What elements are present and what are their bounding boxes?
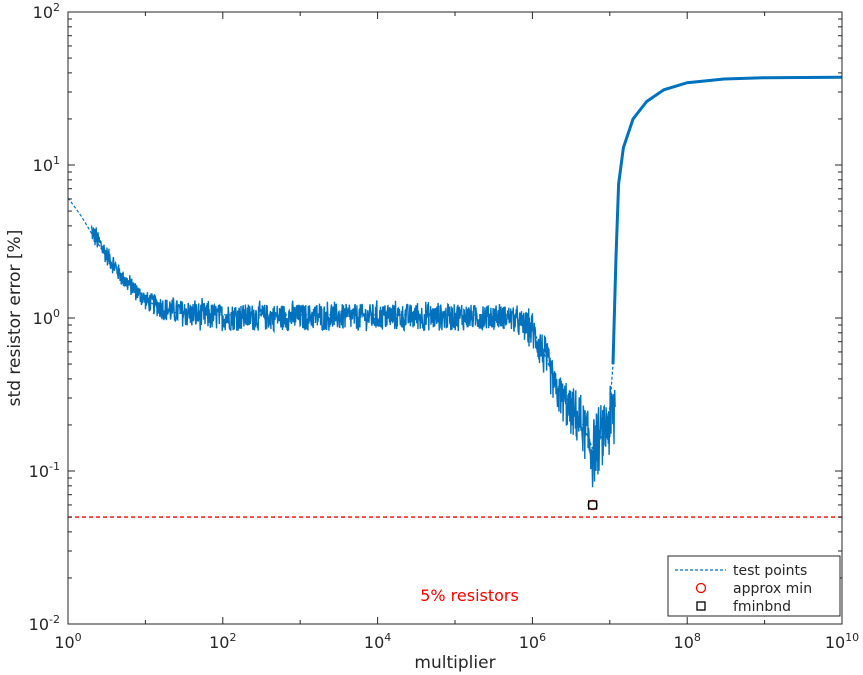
test-points-noise: [90, 224, 616, 488]
series-group: [67, 75, 843, 450]
fminbnd-marker: [587, 500, 598, 510]
y-tick-label: 101: [33, 154, 60, 175]
test-points-line-rise: [611, 75, 843, 365]
x-tick-label: 1010: [825, 631, 859, 652]
y-tick-label: 10-2: [29, 613, 60, 634]
legend-label: approx min: [733, 581, 812, 597]
x-axis: 100 102 104 106 108 1010: [54, 12, 859, 652]
y-axis-label: std resistor error [%]: [5, 230, 25, 407]
legend-label: fminbnd: [733, 599, 791, 615]
y-axis: 10-2 10-1 100 101 102: [29, 1, 842, 634]
legend: test points approx min fminbnd: [667, 555, 841, 617]
x-tick-label: 100: [54, 631, 81, 652]
noise-band: [90, 224, 616, 488]
legend-label: test points: [733, 563, 807, 579]
legend-swatch-approx-min: [695, 582, 707, 594]
minimum-markers: [587, 499, 598, 511]
x-tick-label: 106: [519, 631, 546, 652]
x-tick-label: 102: [209, 631, 236, 652]
y-tick-label: 102: [33, 1, 60, 22]
x-axis-label: multiplier: [414, 653, 495, 673]
x-tick-label: 104: [364, 631, 391, 652]
y-tick-label: 100: [33, 307, 60, 328]
y-tick-label: 10-1: [29, 460, 60, 481]
annotation-5pct-resistors: 5% resistors: [420, 586, 519, 605]
legend-swatch-fminbnd: [696, 601, 706, 611]
x-tick-label: 108: [674, 631, 701, 652]
